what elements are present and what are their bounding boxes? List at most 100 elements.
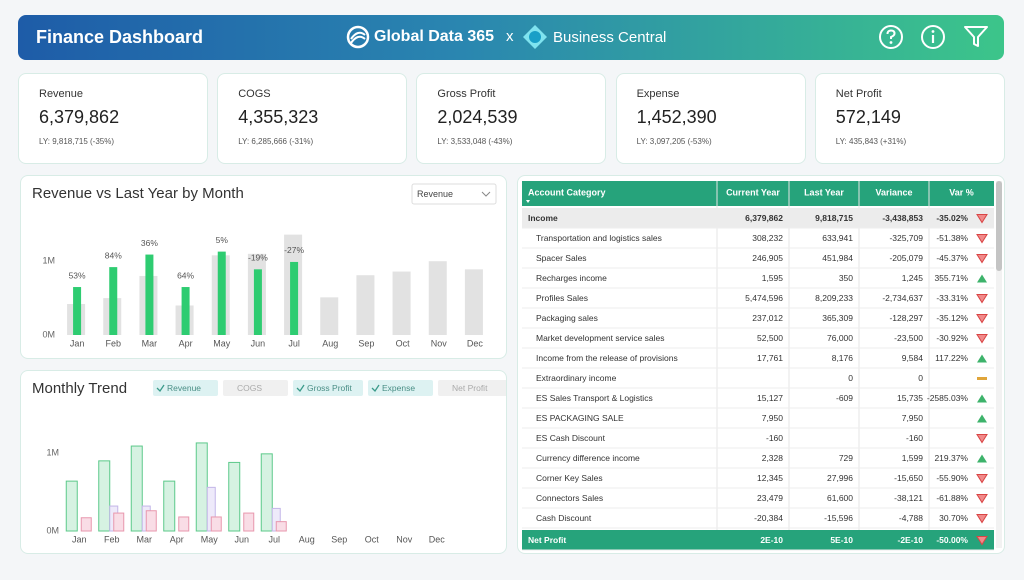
- trend-bar: [80, 517, 92, 532]
- row-label: Connectors Sales: [536, 493, 603, 503]
- row-value: 61,600: [827, 493, 853, 503]
- help-button[interactable]: [878, 24, 904, 50]
- trend-bar: [275, 521, 287, 532]
- x-tick-label: Apr: [179, 338, 193, 348]
- row-value: 2,328: [762, 453, 784, 463]
- row-value: 7,950: [902, 413, 924, 423]
- current-year-bar: [109, 267, 118, 335]
- revenue-chart: Revenue Revenue vs Last Year by Month 0M 1M…: [32, 183, 497, 348]
- last-year-bar: [428, 261, 447, 335]
- last-year-bar: [392, 271, 411, 335]
- row-label: Corner Key Sales: [536, 473, 603, 483]
- trend-bar: [243, 512, 255, 532]
- row-value: 9,584: [902, 353, 924, 363]
- kpi-comparison: LY: 435,843 (+31%): [835, 137, 907, 146]
- row-value: 76,000: [827, 333, 853, 343]
- current-year-bar: [181, 287, 190, 335]
- row-label: ES Cash Discount: [536, 433, 606, 443]
- row-value: -3,438,853: [882, 213, 923, 223]
- trend-down-icon: [976, 294, 988, 304]
- row-value: 0: [918, 373, 923, 383]
- legend-chip[interactable]: [293, 380, 363, 396]
- trend-down-icon: [976, 214, 988, 224]
- current-year-bar: [73, 287, 82, 335]
- kpi-value: 4,355,323: [238, 107, 319, 127]
- x-tick-label: Jul: [288, 338, 300, 348]
- row-value: -128,297: [889, 313, 923, 323]
- filter-button[interactable]: [962, 24, 990, 50]
- scrollbar-track[interactable]: [996, 181, 1002, 548]
- x-tick-label: Sep: [331, 534, 347, 544]
- kpi-value: 1,452,390: [636, 107, 717, 127]
- trend-bar: [178, 516, 190, 532]
- row-value: 30.70%: [939, 513, 968, 523]
- global-data-logo: [346, 25, 370, 49]
- x-tick-label: Sep: [358, 338, 374, 348]
- total-row-bg: [522, 530, 994, 550]
- trend-up-icon: [977, 354, 987, 363]
- x-tick-label: Oct: [365, 534, 380, 544]
- row-label: Cash Discount: [536, 513, 592, 523]
- row-value: 7,950: [762, 413, 784, 423]
- row-value: -45.37%: [936, 253, 968, 263]
- change-label: 53%: [69, 270, 86, 280]
- legend-chip[interactable]: [438, 380, 508, 396]
- dashboard-title: Finance Dashboard: [36, 27, 204, 47]
- last-year-bar: [464, 269, 483, 335]
- info-button[interactable]: [920, 24, 946, 50]
- row-value: -160: [906, 433, 923, 443]
- dropdown-label: Revenue: [417, 189, 453, 199]
- legend-label: Gross Profit: [307, 383, 353, 393]
- row-value: 117.22%: [935, 353, 968, 363]
- legend-check: [371, 384, 380, 393]
- row-value: 355.71%: [934, 273, 968, 283]
- legend-chip[interactable]: [223, 380, 288, 396]
- x-tick-label: Oct: [396, 338, 411, 348]
- kpi-label: Revenue: [39, 88, 84, 100]
- row-value: 15,735: [897, 393, 923, 403]
- row-value: 350: [839, 273, 853, 283]
- row-value: 5,474,596: [745, 293, 783, 303]
- legend-chip[interactable]: [368, 380, 433, 396]
- legend-label: Net Profit: [452, 383, 488, 393]
- row-value: 246,905: [752, 253, 783, 263]
- change-label: 84%: [105, 250, 122, 260]
- scrollbar-thumb[interactable]: [996, 181, 1002, 271]
- kpi-card: Revenue 6,379,862 LY: 9,818,715 (-35%): [18, 73, 208, 164]
- legend-chip[interactable]: [153, 380, 218, 396]
- row-label: Recharges income: [536, 273, 607, 283]
- row-value: -160: [766, 433, 783, 443]
- change-label: 36%: [141, 238, 158, 248]
- trend-down-icon: [976, 434, 988, 444]
- row-value: -4,788: [899, 513, 923, 523]
- row-value: -2585.03%: [927, 393, 969, 403]
- legend-label: COGS: [237, 383, 262, 393]
- row-label: Transportation and logistics sales: [536, 233, 662, 243]
- header-bar: Finance Dashboard Global Data 365 x Busi…: [18, 15, 1004, 60]
- x-tick-label: Jan: [72, 534, 87, 544]
- dropdown[interactable]: [411, 183, 497, 205]
- x-tick-label: Aug: [299, 534, 315, 544]
- table-panel: Account Category Current Year Last Year Var…: [517, 175, 1005, 554]
- row-value: 237,012: [752, 313, 783, 323]
- change-label: 5%: [216, 235, 229, 245]
- x-tick-label: Jun: [251, 338, 266, 348]
- row-value: 17,761: [757, 353, 783, 363]
- x-tick-label: Jan: [70, 338, 85, 348]
- row-value: 633,941: [822, 233, 853, 243]
- row-value: -38,121: [894, 493, 923, 503]
- trend-up-icon: [977, 454, 987, 463]
- legend-check: [296, 384, 305, 393]
- row-value: 15,127: [757, 393, 783, 403]
- y-tick-label: 0M: [42, 329, 55, 339]
- row-value: 0: [848, 373, 853, 383]
- trend-bar: [65, 480, 78, 532]
- x-tick-label: Aug: [322, 338, 338, 348]
- last-year-bar: [320, 297, 339, 335]
- row-value: -2,734,637: [882, 293, 923, 303]
- row-value: 1,245: [902, 273, 924, 283]
- kpi-label: Net Profit: [835, 88, 882, 100]
- row-label: Market development service sales: [536, 333, 665, 343]
- x-tick-label: May: [213, 338, 231, 348]
